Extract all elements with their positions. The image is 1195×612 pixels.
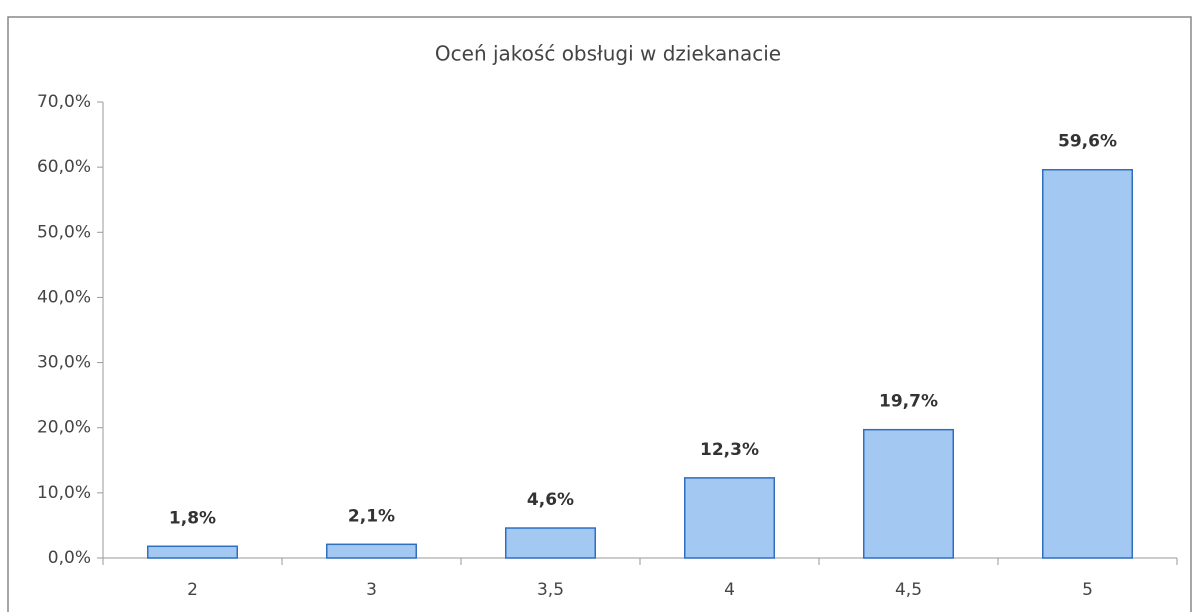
- x-tick-label: 4,5: [895, 580, 922, 600]
- bar: [147, 545, 238, 559]
- bar: [863, 428, 954, 559]
- y-tick-label: 30,0%: [37, 353, 91, 373]
- x-tick-label: 4: [724, 580, 735, 600]
- x-tick-label: 3,5: [537, 580, 564, 600]
- data-label: 4,6%: [527, 490, 574, 510]
- y-tick-label: 60,0%: [37, 157, 91, 177]
- data-label: 12,3%: [700, 440, 759, 460]
- y-tick-label: 20,0%: [37, 418, 91, 438]
- y-tick-label: 70,0%: [37, 92, 91, 112]
- x-tick-label: 5: [1082, 580, 1093, 600]
- bar: [684, 477, 775, 559]
- bar: [326, 543, 417, 559]
- data-label: 2,1%: [348, 506, 395, 526]
- bar: [505, 527, 596, 559]
- data-label: 1,8%: [169, 508, 216, 528]
- data-label: 19,7%: [879, 392, 938, 412]
- chart-title: Oceń jakość obsługi w dziekanacie: [435, 42, 781, 66]
- y-tick-label: 40,0%: [37, 287, 91, 307]
- data-label: 59,6%: [1058, 132, 1117, 152]
- y-tick-label: 10,0%: [37, 483, 91, 503]
- y-tick-label: 50,0%: [37, 222, 91, 242]
- y-tick-label: 0,0%: [48, 548, 91, 568]
- chart-frame: [7, 16, 1192, 612]
- x-tick-label: 2: [187, 580, 198, 600]
- bar: [1042, 168, 1133, 559]
- x-tick-label: 3: [366, 580, 377, 600]
